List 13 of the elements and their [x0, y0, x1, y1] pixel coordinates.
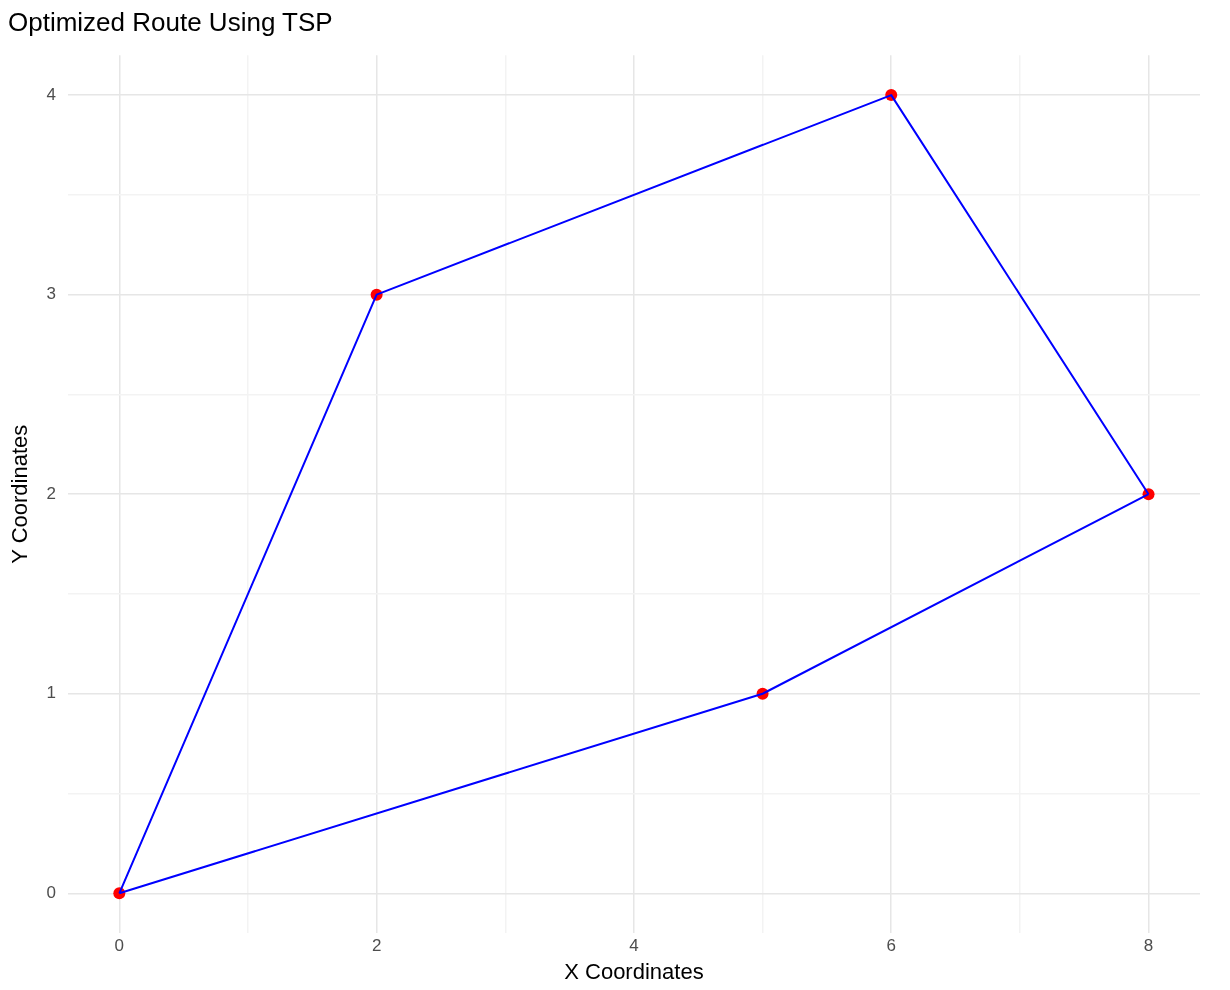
chart-title: Optimized Route Using TSP [8, 6, 333, 37]
y-tick-label: 1 [46, 683, 56, 703]
y-tick-label: 4 [46, 84, 56, 104]
x-tick-label: 4 [629, 936, 639, 956]
y-tick-label: 3 [46, 284, 56, 304]
x-tick-label: 0 [114, 936, 125, 956]
x-tick-label: 8 [1143, 936, 1154, 956]
x-tick-label: 6 [886, 936, 896, 956]
x-axis-title: X Coordinates [564, 958, 704, 984]
y-axis-title: Y Coordinates [7, 424, 33, 564]
y-tick-label: 0 [46, 882, 56, 902]
y-tick-label: 2 [46, 483, 56, 503]
x-tick-label: 2 [371, 936, 382, 956]
